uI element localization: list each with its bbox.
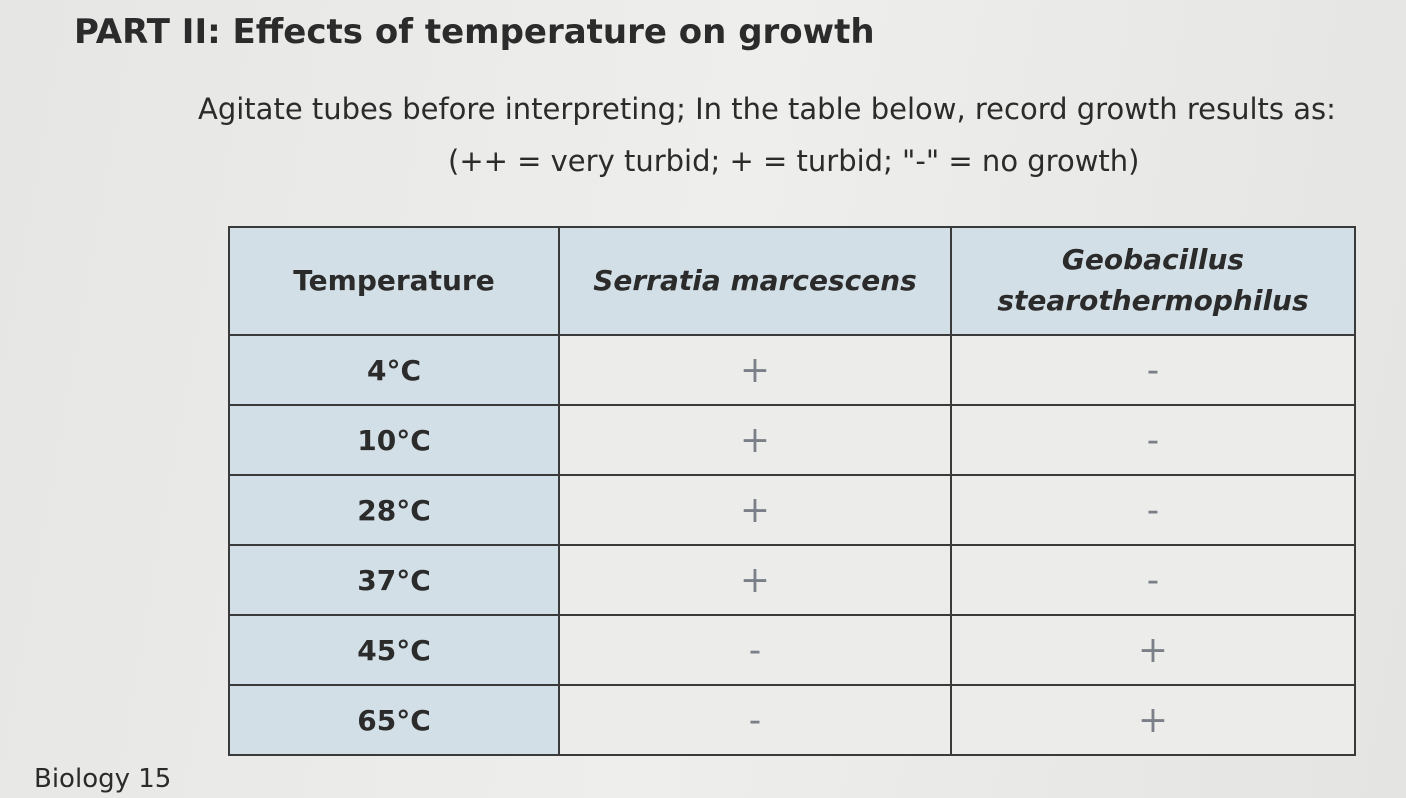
result-cell: - [558, 684, 952, 756]
instruction: (++ = very turbid; + = turbid; "-" = no … [448, 144, 1140, 178]
temperature-cell: 45°C [228, 614, 560, 686]
result-cell: + [558, 474, 952, 546]
result-cell: + [950, 614, 1356, 686]
header-row: Temperature Serratia marcescens Geobacil… [228, 226, 1356, 336]
result-cell: + [558, 544, 952, 616]
temperature-cell: 4°C [228, 334, 560, 406]
row: 65°C - + [228, 684, 1356, 756]
temperature-cell: 28°C [228, 474, 560, 546]
temperature-cell: 37°C [228, 544, 560, 616]
result-cell: - [950, 544, 1356, 616]
row: 28°C + - [228, 474, 1356, 546]
row: 4°C + - [228, 334, 1356, 406]
header-cell: Serratia marcescens [558, 226, 952, 336]
result-cell: + [558, 334, 952, 406]
result-cell: - [558, 614, 952, 686]
result-cell: - [950, 334, 1356, 406]
row: 10°C + - [228, 404, 1356, 476]
result-cell: - [950, 474, 1356, 546]
row: 37°C + - [228, 544, 1356, 616]
result-cell: + [950, 684, 1356, 756]
temperature-cell: 65°C [228, 684, 560, 756]
title: PART II: Effects of temperature on growt… [74, 12, 875, 52]
header-cell: Geobacillus stearothermophilus [950, 226, 1356, 336]
header-cell: Temperature [228, 226, 560, 336]
result-cell: + [558, 404, 952, 476]
results-table: Temperature Serratia marcescens Geobacil… [228, 226, 1356, 756]
result-cell: - [950, 404, 1356, 476]
temperature-cell: 10°C [228, 404, 560, 476]
instruction: Agitate tubes before interpreting; In th… [198, 92, 1336, 126]
row: 45°C - + [228, 614, 1356, 686]
footer: Biology 15 [34, 764, 172, 794]
